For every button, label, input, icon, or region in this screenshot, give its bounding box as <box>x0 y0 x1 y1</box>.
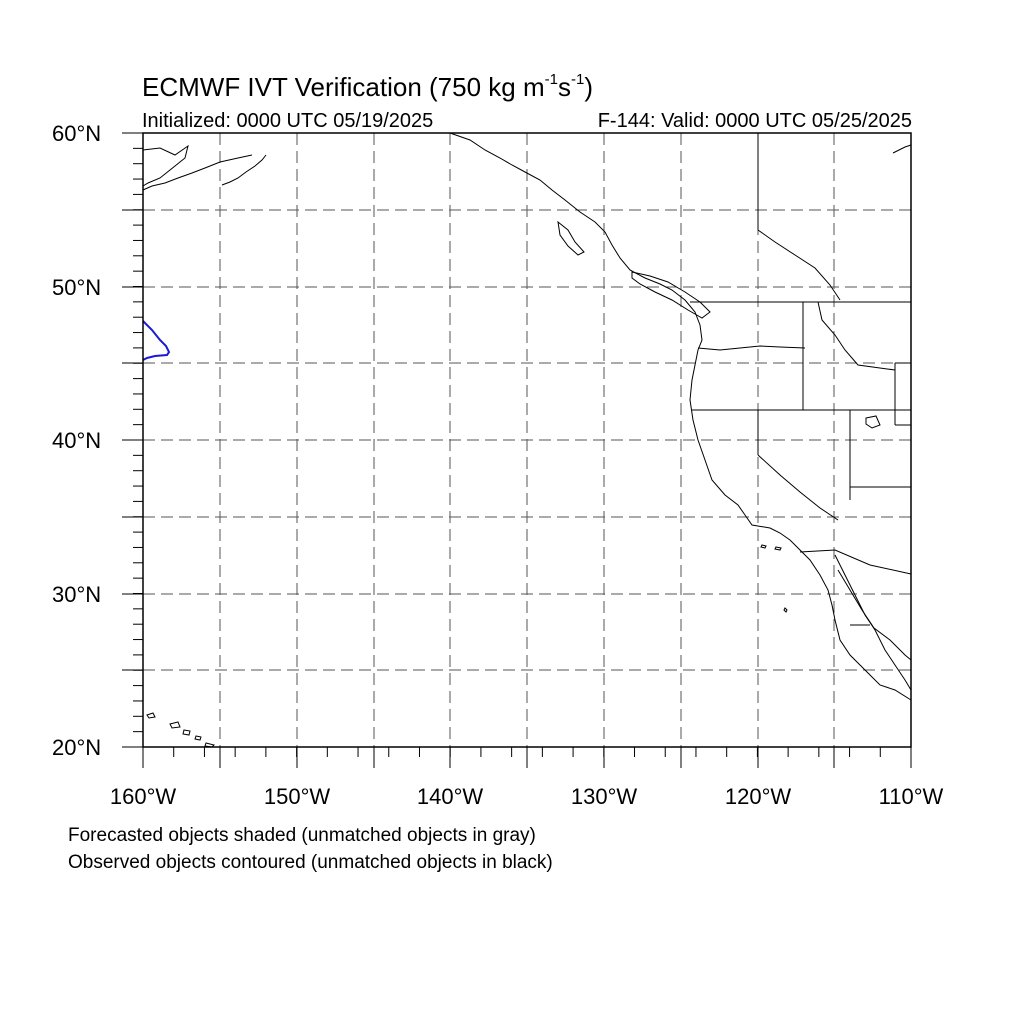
graticule <box>143 133 911 747</box>
lat-label-20n: 20°N <box>52 735 102 760</box>
init-time-label: Initialized: 0000 UTC 05/19/2025 <box>142 110 434 132</box>
lon-label-130w: 130°W <box>570 784 638 809</box>
note-forecast: Forecasted objects shaded (unmatched obj… <box>68 825 536 846</box>
lon-label-140w: 140°W <box>416 784 484 809</box>
lat-label-60n: 60°N <box>52 121 102 146</box>
lat-label-50n: 50°N <box>52 275 102 300</box>
note-observed: Observed objects contoured (unmatched ob… <box>68 852 553 873</box>
borders <box>690 133 912 626</box>
lat-label-40n: 40°N <box>52 428 102 453</box>
lon-label-110w: 110°W <box>878 784 944 809</box>
coastlines <box>142 132 912 748</box>
lon-label-120w: 120°W <box>724 784 792 809</box>
bottom-ticks <box>142 747 912 768</box>
valid-time-label: F-144: Valid: 0000 UTC 05/25/2025 <box>597 110 912 132</box>
lon-label-150w: 150°W <box>263 784 331 809</box>
lon-label-160w: 160°W <box>109 784 177 809</box>
map-title: ECMWF IVT Verification (750 kg m-1s-1) <box>142 71 593 102</box>
lat-label-30n: 30°N <box>52 582 102 607</box>
observed-object-contour <box>142 320 171 361</box>
